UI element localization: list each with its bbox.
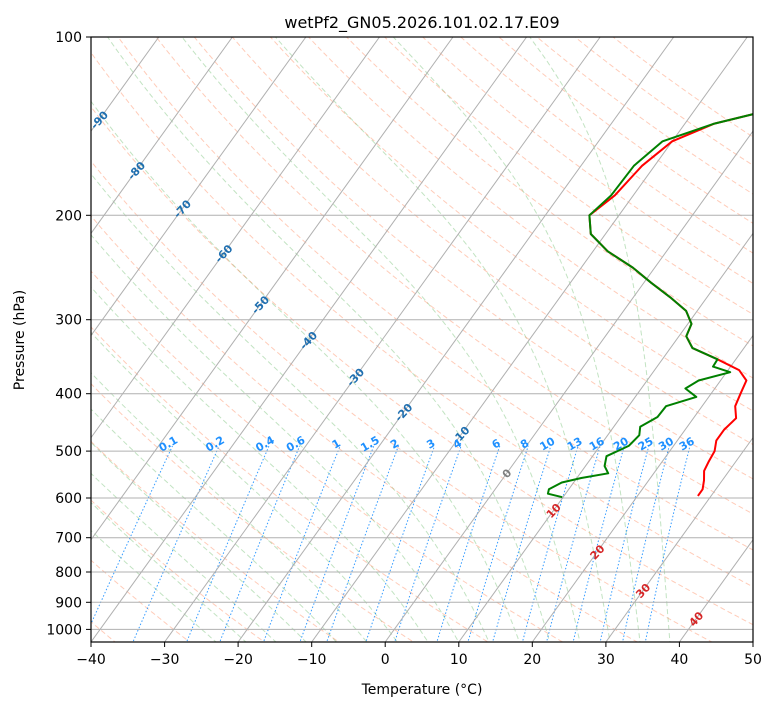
dry-adiabat [383,37,753,315]
y-tick-label: 400 [55,387,82,403]
dry-adiabat [269,37,753,412]
y-tick-label: 500 [55,444,82,460]
dry-adiabat [193,37,753,480]
isotherm-line [91,37,528,642]
mixing-ratio-line [186,445,270,642]
dry-adiabat [91,326,489,642]
y-tick-label: 100 [55,30,82,46]
mixing-ratio-line [365,445,436,642]
isotherm-line [458,232,753,642]
x-tick-label: 40 [670,652,688,668]
moist-adiabat [91,441,307,642]
moist-adiabat [91,472,277,642]
mixing-ratio-line [132,445,220,642]
x-tick-label: −10 [297,652,327,668]
dry-adiabat [91,440,340,642]
isotherm-line [678,538,753,642]
y-axis-ticks: 100 200 300 400 500 600 700 800 900 1000 [46,30,91,638]
isotherm-line [164,37,601,642]
y-tick-label: 600 [55,491,82,507]
moist-adiabat [275,37,611,642]
x-axis-label: Temperature (°C) [361,682,483,698]
isotherm-line [531,334,753,642]
isotherm-line [237,37,675,642]
moist-adiabat [91,173,490,642]
y-tick-label: 800 [55,565,82,581]
y-tick-label: 900 [55,595,82,611]
moist-adiabat [91,372,368,642]
plot-frame [90,36,754,643]
mixing-ratio-line [326,445,399,642]
y-axis-label: Pressure (hPa) [12,290,28,390]
moist-adiabat [91,501,247,642]
moist-adiabat [392,37,641,642]
moist-adiabat [91,286,429,642]
isotherm-line [605,436,753,642]
mixing-ratio-line [394,445,462,642]
plot-area: -100-90-80-70-60-50-40-30-20-10010203040… [91,37,753,642]
x-tick-label: −40 [76,652,106,668]
moist-adiabat [107,37,551,642]
y-tick-label: 1000 [46,622,82,638]
dry-adiabat [91,215,639,642]
dry-adiabat [91,51,753,588]
isotherm-line [91,37,380,439]
mixing-ratio-line [91,445,173,626]
isotherm-line [91,37,307,337]
x-tick-label: 50 [744,652,762,668]
x-tick-label: 10 [450,652,468,668]
dry-adiabat [91,270,564,642]
isotherm-line [91,37,454,541]
isotherm-line [91,37,233,235]
y-tick-label: 700 [55,531,82,547]
y-tick-label: 200 [55,208,82,224]
x-tick-label: −20 [223,652,253,668]
dry-adiabat [91,559,191,642]
x-axis-ticks: −40 −30 −20 −10 0 10 20 30 40 50 [76,642,762,668]
moist-adiabat [91,331,399,642]
dry-adiabat [231,37,753,446]
x-tick-label: 0 [381,652,390,668]
mixing-ratio-line [219,445,301,642]
moist-adiabat [91,529,217,642]
sounding-series [546,113,753,499]
dry-adiabat [91,106,753,626]
mixing-ratio-line [436,445,501,642]
y-tick-label: 300 [55,313,82,329]
x-tick-label: −30 [150,652,180,668]
isotherm-gridlines [91,37,753,642]
isotherm-line [384,130,753,642]
chart-title: wetPf2_GN05.2026.101.02.17.E09 [284,13,559,33]
isobar-gridlines [91,37,753,630]
dry-adiabat [91,383,415,642]
moist-adiabat [91,100,520,642]
dewpoint-line [546,113,753,499]
dry-adiabats [91,37,753,642]
x-tick-label: 30 [597,652,615,668]
dry-adiabat [91,160,713,642]
x-tick-label: 20 [523,652,541,668]
dry-adiabat [117,37,753,551]
